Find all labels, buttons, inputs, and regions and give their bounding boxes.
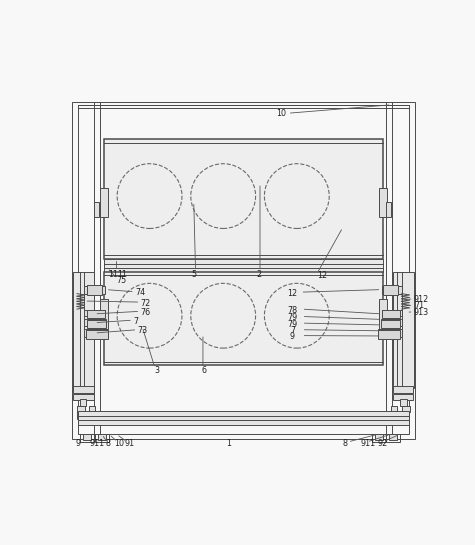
Text: 7: 7 — [133, 317, 139, 326]
Bar — [86, 330, 108, 338]
Bar — [372, 434, 386, 443]
Bar — [73, 393, 94, 399]
Text: 11: 11 — [117, 270, 127, 278]
Bar — [85, 310, 104, 317]
Bar — [379, 299, 387, 329]
Bar — [375, 434, 383, 440]
Bar — [85, 286, 104, 294]
Bar — [381, 320, 400, 328]
Bar — [381, 319, 402, 326]
Bar — [77, 405, 85, 412]
Bar — [379, 187, 387, 217]
Bar — [89, 405, 95, 412]
Bar — [98, 434, 106, 440]
Bar — [386, 314, 391, 329]
Text: 911: 911 — [90, 439, 104, 449]
Text: 79: 79 — [288, 320, 298, 329]
Text: 912: 912 — [414, 295, 429, 304]
Text: 75: 75 — [116, 276, 127, 284]
Text: 11: 11 — [108, 270, 118, 278]
Bar — [95, 314, 99, 329]
Bar — [78, 411, 409, 426]
Bar — [104, 271, 383, 365]
Bar — [87, 285, 102, 295]
Bar — [73, 271, 95, 387]
Text: 71: 71 — [414, 301, 424, 310]
Text: 7: 7 — [290, 326, 295, 335]
Text: 1: 1 — [226, 439, 231, 449]
Bar — [402, 412, 406, 419]
Bar — [78, 105, 409, 434]
Bar — [77, 412, 81, 419]
Text: 12: 12 — [317, 271, 327, 281]
Text: 913: 913 — [414, 307, 429, 317]
Text: 76: 76 — [141, 308, 151, 317]
Bar — [386, 202, 391, 217]
Bar — [390, 405, 397, 412]
Bar — [100, 299, 108, 329]
Bar — [83, 412, 87, 419]
Bar — [378, 329, 402, 337]
Text: 8: 8 — [343, 439, 348, 449]
Bar — [382, 310, 402, 317]
Text: 73: 73 — [138, 326, 148, 335]
Bar — [392, 271, 414, 387]
Bar — [100, 187, 108, 217]
Bar — [80, 434, 94, 443]
Bar — [382, 310, 399, 318]
Text: 78: 78 — [288, 306, 298, 314]
Text: 8: 8 — [105, 439, 110, 449]
Text: 79: 79 — [288, 313, 298, 322]
Bar — [95, 434, 109, 443]
Bar — [389, 434, 397, 440]
Text: 9: 9 — [289, 332, 294, 341]
Text: 91: 91 — [125, 439, 135, 449]
Text: 2: 2 — [256, 270, 262, 278]
Text: 9: 9 — [76, 439, 81, 449]
Bar — [397, 412, 400, 419]
Bar — [402, 405, 410, 412]
Bar — [392, 393, 413, 399]
Bar — [83, 434, 91, 440]
Text: 6: 6 — [201, 366, 206, 376]
Text: 10: 10 — [276, 109, 286, 118]
Bar — [87, 310, 105, 318]
Bar — [85, 319, 106, 326]
Bar — [392, 386, 413, 393]
Bar — [85, 329, 108, 337]
Text: 911: 911 — [361, 439, 376, 449]
Text: 3: 3 — [154, 366, 159, 376]
Bar — [73, 386, 94, 393]
Bar — [80, 399, 86, 406]
Bar — [383, 285, 398, 295]
Text: 5: 5 — [191, 270, 196, 278]
Bar — [400, 399, 407, 406]
Text: 12: 12 — [288, 289, 298, 298]
Bar — [378, 330, 400, 338]
Text: 10: 10 — [114, 439, 124, 449]
Bar — [382, 286, 402, 294]
Bar — [386, 434, 400, 443]
Text: 92: 92 — [378, 439, 388, 449]
Text: 74: 74 — [135, 288, 145, 298]
Bar — [86, 320, 106, 328]
Text: 72: 72 — [141, 299, 151, 308]
Bar — [104, 259, 383, 271]
Bar — [104, 139, 383, 259]
Bar — [95, 202, 99, 217]
